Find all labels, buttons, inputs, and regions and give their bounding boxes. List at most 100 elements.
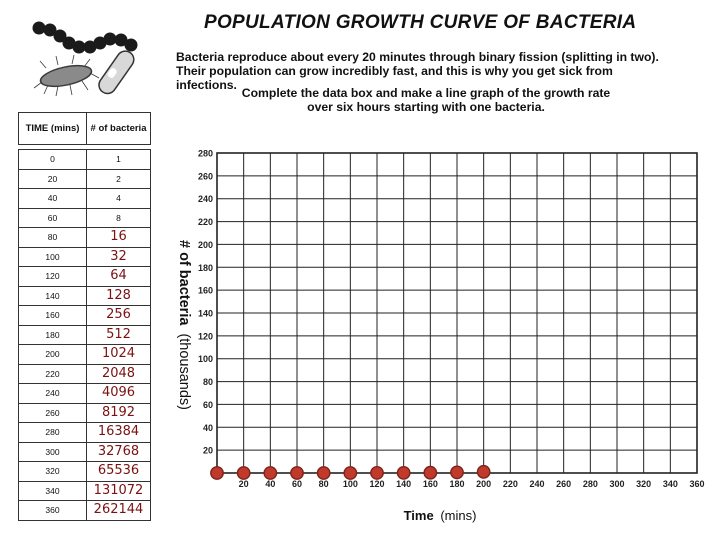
table-row: 220 2048 bbox=[18, 363, 151, 384]
time-cell: 300 bbox=[18, 441, 87, 462]
axis-tick-labels: 20 40 60 80 100 120 140 160 180 200 220 240 260 280 30… bbox=[198, 149, 705, 490]
table-row: 100 32 bbox=[18, 246, 151, 267]
handwritten-count: 16 bbox=[110, 229, 127, 244]
y-tick-label: 60 bbox=[203, 400, 213, 410]
x-tick-label: 220 bbox=[503, 479, 518, 489]
intro-text: Bacteria reproduce about every 20 minute… bbox=[176, 50, 676, 92]
time-cell: 160 bbox=[18, 305, 87, 326]
data-point bbox=[423, 465, 438, 480]
count-cell: 65536 bbox=[86, 461, 151, 482]
table-row: 340 131072 bbox=[18, 480, 151, 501]
instructions-line-1: Complete the data box and make a line gr… bbox=[241, 86, 611, 100]
count-cell: 16384 bbox=[86, 422, 151, 443]
x-tick-label: 360 bbox=[689, 479, 704, 489]
instructions-line-2: over six hours starting with one bacteri… bbox=[307, 100, 545, 114]
table-row: 200 1024 bbox=[18, 344, 151, 365]
handwritten-count: 64 bbox=[110, 268, 127, 283]
time-cell: 80 bbox=[18, 227, 87, 248]
count-cell: 16 bbox=[86, 227, 151, 248]
time-cell: 280 bbox=[18, 422, 87, 443]
time-cell: 60 bbox=[18, 207, 87, 228]
y-tick-label: 120 bbox=[198, 331, 213, 341]
count-cell: 4 bbox=[86, 188, 151, 209]
time-cell: 20 bbox=[18, 168, 87, 189]
table-row: 320 65536 bbox=[18, 461, 151, 482]
y-tick-label: 80 bbox=[203, 377, 213, 387]
x-tick-label: 320 bbox=[636, 479, 651, 489]
data-point bbox=[210, 466, 224, 480]
handwritten-count: 512 bbox=[106, 326, 131, 342]
handwritten-count: 128 bbox=[106, 287, 131, 303]
y-tick-label: 280 bbox=[198, 149, 213, 159]
x-tick-label: 260 bbox=[556, 479, 571, 489]
x-tick-label: 180 bbox=[449, 479, 464, 489]
y-tick-label: 100 bbox=[198, 354, 213, 364]
count-cell: 8192 bbox=[86, 402, 151, 423]
count-cell: 2048 bbox=[86, 363, 151, 384]
time-cell: 360 bbox=[18, 500, 87, 521]
bacteria-chain bbox=[32, 21, 138, 54]
count-cell: 4096 bbox=[86, 383, 151, 404]
y-tick-label: 200 bbox=[198, 240, 213, 250]
data-point bbox=[316, 466, 331, 480]
y-tick-label: 260 bbox=[198, 171, 213, 181]
column-header-count: # of bacteria bbox=[86, 112, 151, 145]
x-tick-label: 240 bbox=[529, 479, 544, 489]
handwritten-count: 32768 bbox=[97, 443, 140, 459]
count-cell: 32 bbox=[86, 246, 151, 267]
y-tick-label: 160 bbox=[198, 286, 213, 296]
x-tick-label: 100 bbox=[343, 479, 358, 489]
x-tick-label: 80 bbox=[319, 479, 329, 489]
time-cell: 40 bbox=[18, 188, 87, 209]
y-axis-label-main: # of bacteria bbox=[176, 240, 192, 326]
table-row: 120 64 bbox=[18, 266, 151, 287]
data-point bbox=[450, 465, 464, 480]
intro-line-2: Their population can grow incredibly fas… bbox=[176, 64, 613, 92]
x-tick-label: 200 bbox=[476, 479, 491, 489]
table-row: 260 8192 bbox=[18, 402, 151, 423]
growth-chart: 20 40 60 80 100 120 140 160 180 200 220 240 260 280 30… bbox=[176, 149, 705, 524]
time-cell: 200 bbox=[18, 344, 87, 365]
count-cell: 262144 bbox=[86, 500, 151, 521]
intro-line-1: Bacteria reproduce about every 20 minute… bbox=[176, 50, 659, 64]
time-cell: 120 bbox=[18, 266, 87, 287]
time-cell: 220 bbox=[18, 363, 87, 384]
count-cell: 1 bbox=[86, 149, 151, 170]
time-cell: 100 bbox=[18, 246, 87, 267]
count-cell: 131072 bbox=[86, 480, 151, 501]
handwritten-count: 32 bbox=[110, 248, 127, 264]
data-point bbox=[476, 464, 491, 479]
table-row: 280 16384 bbox=[18, 422, 151, 443]
count-cell: 32768 bbox=[86, 441, 151, 462]
x-axis-label-unit: (mins) bbox=[440, 508, 476, 523]
x-tick-label: 40 bbox=[265, 479, 275, 489]
table-row: 40 4 bbox=[18, 188, 151, 209]
chart-grid bbox=[216, 152, 698, 474]
y-axis-label: # of bacteria (thousands) bbox=[176, 240, 192, 410]
rod-bacterium bbox=[33, 54, 100, 97]
time-cell: 240 bbox=[18, 383, 87, 404]
y-tick-label: 20 bbox=[203, 446, 213, 456]
count-cell: 1024 bbox=[86, 344, 151, 365]
data-point bbox=[236, 466, 251, 480]
count-cell: 512 bbox=[86, 324, 151, 345]
handwritten-count: 8192 bbox=[101, 404, 136, 420]
handwritten-count: 16384 bbox=[97, 424, 140, 439]
handwritten-count: 131072 bbox=[93, 482, 144, 498]
data-table: TIME (mins) # of bacteria 0 1 20 2 40 4 60 8 80 1… bbox=[18, 112, 151, 521]
data-point bbox=[370, 466, 384, 480]
table-row: 80 16 bbox=[18, 227, 151, 248]
handwritten-count: 262144 bbox=[93, 502, 144, 517]
count-cell: 64 bbox=[86, 266, 151, 287]
x-tick-label: 20 bbox=[239, 479, 249, 489]
time-cell: 180 bbox=[18, 324, 87, 345]
y-tick-label: 180 bbox=[198, 263, 213, 273]
x-tick-label: 120 bbox=[369, 479, 384, 489]
bacteria-illustration bbox=[32, 21, 138, 97]
x-tick-label: 280 bbox=[583, 479, 598, 489]
count-cell: 128 bbox=[86, 285, 151, 306]
data-point bbox=[290, 466, 304, 480]
data-point bbox=[263, 466, 278, 480]
handwritten-count: 65536 bbox=[97, 463, 140, 478]
count-cell: 8 bbox=[86, 207, 151, 228]
